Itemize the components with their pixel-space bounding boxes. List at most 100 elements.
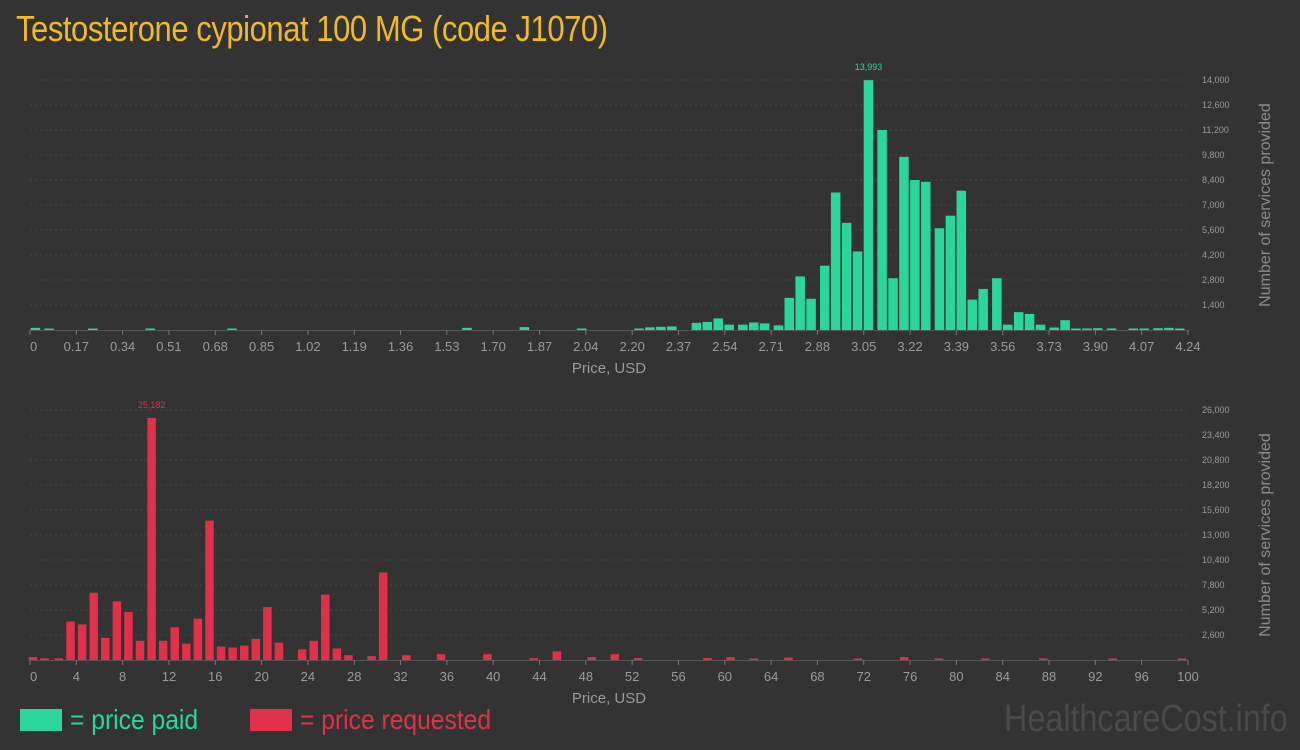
x-tick-label: 0.34 [110,339,135,354]
bar [784,657,793,660]
bar [321,594,330,660]
x-tick-label: 4 [73,669,80,684]
x-tick-label: 3.56 [990,339,1015,354]
bar [1139,328,1150,330]
bar [691,322,702,330]
bar [228,647,237,660]
bar [934,228,945,330]
bar [1060,320,1070,330]
bar [992,278,1002,330]
bar [309,640,318,660]
bar [227,328,237,330]
y-tick-label: 4,200 [1202,250,1225,260]
x-tick-label: 2.71 [758,339,783,354]
bar [251,638,261,660]
bar [1175,328,1185,330]
y-tick-label: 1,400 [1202,300,1225,310]
bar [30,327,41,330]
x-tick-label: 80 [949,669,963,684]
bar [910,180,920,330]
bar [1035,324,1046,330]
bar [863,80,874,331]
bar [28,657,38,660]
x-tick-label: 88 [1042,669,1056,684]
bar [899,156,909,330]
x-axis-title: Price, USD [572,690,646,707]
x-tick-label: 4.07 [1129,339,1154,354]
bar [332,648,342,660]
bar [934,658,944,660]
bar [956,190,967,330]
bar [795,276,805,330]
bar [1177,658,1187,660]
bar [749,658,758,660]
y-tick-label: 2,600 [1202,630,1225,640]
y-tick-label: 10,400 [1202,555,1230,565]
bar [158,640,168,660]
bar [749,322,759,330]
bar [724,324,734,330]
bar [1071,328,1081,330]
x-tick-label: 1.53 [434,339,459,354]
bar [773,325,784,330]
bar [1106,328,1117,330]
bar [1128,328,1139,330]
bar [610,654,620,660]
x-tick-label: 28 [347,669,361,684]
bar [820,265,830,330]
bar [759,323,770,330]
x-tick-label: 16 [208,669,222,684]
x-tick-label: 48 [579,669,593,684]
x-tick-label: 1.02 [295,339,320,354]
x-tick-label: 12 [162,669,176,684]
y-tick-label: 15,600 [1202,505,1230,515]
y-tick-label: 13,000 [1202,530,1230,540]
x-tick-label: 52 [625,669,639,684]
bar [888,278,898,330]
bar [967,299,977,330]
y-tick-label: 5,200 [1202,605,1225,615]
bar [89,592,98,660]
x-tick-label: 0.51 [156,339,181,354]
x-tick-label: 3.90 [1083,339,1108,354]
bar [462,327,472,330]
x-tick-label: 60 [718,669,732,684]
bar [77,624,87,660]
price-paid-chart: 1,400 2,800 4,200 5,600 7,000 8,400 9,800 11,20… [29,62,1274,377]
y-tick-label: 5,600 [1202,225,1225,235]
bar [900,657,909,660]
bar [921,181,931,330]
bar [877,130,887,330]
x-tick-label: 1.87 [527,339,552,354]
bar [552,651,562,660]
x-tick-label: 0.85 [249,339,274,354]
bar [367,656,376,660]
bar [344,655,353,660]
bar [656,326,666,330]
y-axis-title: Number of services provided [1257,433,1274,637]
y-tick-label: 20,800 [1202,455,1230,465]
legend-swatch-requested [250,709,292,731]
bar [88,328,98,330]
bar [1164,327,1174,330]
bar [1082,328,1092,330]
bar [1049,327,1059,330]
y-tick-label: 12,600 [1202,100,1230,110]
bar [633,658,643,660]
x-tick-label: 2.37 [666,339,691,354]
bar [587,657,596,660]
x-tick-label: 4.24 [1175,339,1200,354]
y-tick-label: 2,800 [1202,275,1225,285]
page-title: Testosterone cypionat 100 MG (code J1070… [16,8,608,49]
bar [44,328,54,330]
x-tick-label: 3.73 [1036,339,1061,354]
bar [667,326,677,330]
x-tick-label: 24 [301,669,315,684]
x-tick-label: 8 [119,669,126,684]
y-tick-label: 8,400 [1202,175,1225,185]
y-tick-label: 7,800 [1202,580,1225,590]
bar [634,328,644,330]
x-tick-label: 3.22 [897,339,922,354]
bar [263,607,272,660]
bar [205,520,214,660]
